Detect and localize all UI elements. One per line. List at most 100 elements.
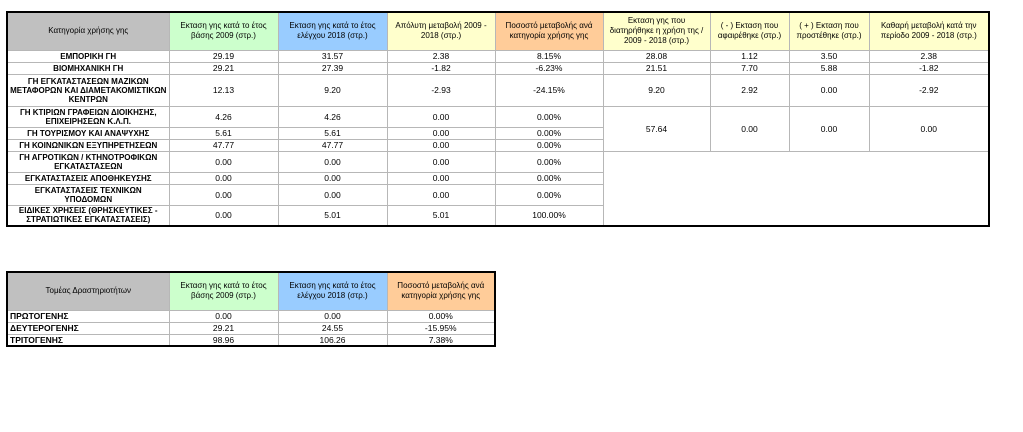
row-category: ΕΓΚΑΤΑΣΤΑΣΕΙΣ ΑΠΟΘΗΚΕΥΣΗΣ	[6, 171, 170, 185]
cell-area-kept: 21.51	[602, 61, 711, 75]
table-row: ΓΗ ΚΤΙΡΙΩΝ ΓΡΑΦΕΙΩΝ ΔΙΟΙΚΗΣΗΣ, ΕΠΙΧΕΙΡΗΣ…	[6, 105, 990, 152]
cell-absolute-change: 0.00	[386, 150, 496, 173]
row-category: ΕΓΚΑΤΑΣΤΑΣΕΙΣ ΤΕΧΝΙΚΩΝ ΥΠΟΔΟΜΩΝ	[6, 183, 170, 206]
cell-absolute-change: 0.00	[386, 171, 496, 185]
cell-area-2018: 0.00	[277, 150, 388, 173]
empty-area	[603, 172, 989, 184]
cell-area-added: 0.00	[788, 73, 870, 107]
cell-area-2018: 0.00	[277, 183, 388, 206]
cell-area-2009: 4.26	[168, 105, 279, 128]
header-area-2009: Εκταση γης κατά το έτος βάσης 2009 (στρ.…	[168, 271, 279, 311]
table-row: ΤΡΙΤΟΓΕΝΗΣ 98.96 106.26 7.38%	[6, 333, 496, 347]
cell-absolute-change: 0.00	[386, 183, 496, 206]
cell-absolute-change: -2.93	[386, 73, 496, 107]
cell-area-removed: 7.70	[709, 61, 790, 75]
cell-percent-change: 0.00%	[494, 183, 604, 206]
cell-area-2018: 47.77	[277, 138, 388, 152]
empty-area	[603, 151, 989, 172]
header-area-kept: Εκταση γης που διατηρήθηκε η χρήση της /…	[602, 11, 711, 51]
empty-area	[603, 205, 989, 226]
row-category: ΓΗ ΑΓΡΟΤΙΚΩΝ / ΚΤΗΝΟΤΡΟΦΙΚΩΝ ΕΓΚΑΤΑΣΤΑΣΕ…	[6, 150, 170, 173]
cell-net-change: 2.38	[868, 49, 990, 63]
row-sector: ΠΡΩΤΟΓΕΝΗΣ	[6, 309, 170, 323]
cell-percent-change: -24.15%	[494, 73, 604, 107]
cell-absolute-change: 0.00	[386, 105, 496, 128]
cell-area-2009: 98.96	[168, 333, 279, 347]
cell-area-2018: 5.61	[277, 126, 388, 140]
header-absolute-change: Απόλυτη μεταβολή 2009 - 2018 (στρ.)	[386, 11, 496, 51]
cell-percent-change: 0.00%	[386, 309, 496, 323]
cell-area-2018: 27.39	[277, 61, 388, 75]
cell-area-2018: 106.26	[277, 333, 388, 347]
table-row: ΕΓΚΑΤΑΣΤΑΣΕΙΣ ΤΕΧΝΙΚΩΝ ΥΠΟΔΟΜΩΝ 0.00 0.0…	[6, 183, 989, 206]
cell-area-kept: 28.08	[602, 49, 711, 63]
cell-area-2009: 5.61	[168, 126, 279, 140]
cell-area-2009: 0.00	[168, 309, 279, 323]
row-category: ΕΙΔΙΚΕΣ ΧΡΗΣΕΙΣ (ΘΡΗΣΚΕΥΤΙΚΕΣ - ΣΤΡΑΤΙΩΤ…	[6, 204, 170, 227]
cell-area-2009: 0.00	[168, 204, 279, 227]
cell-area-2009: 0.00	[168, 150, 279, 173]
sector-table: Τομέας Δραστηριοτήτων Εκταση γης κατά το…	[6, 271, 496, 347]
cell-percent-change: 7.38%	[386, 333, 496, 347]
cell-percent-change: 0.00%	[494, 150, 604, 173]
row-category: ΒΙΟΜΗΧΑΝΙΚΗ ΓΗ	[6, 61, 170, 75]
cell-area-2018: 9.20	[277, 73, 388, 107]
cell-area-kept: 9.20	[602, 73, 711, 107]
cell-area-removed: 1.12	[709, 49, 790, 63]
merged-area-removed: 0.00	[709, 105, 790, 152]
row-category: ΓΗ ΚΟΙΝΩΝΙΚΩΝ ΕΞΥΠΗΡΕΤΗΣΕΩΝ	[6, 138, 170, 152]
cell-area-removed: 2.92	[709, 73, 790, 107]
header-row: Τομέας Δραστηριοτήτων Εκταση γης κατά το…	[6, 271, 496, 311]
cell-area-2009: 29.19	[168, 49, 279, 63]
table-row: ΓΗ ΕΓΚΑΤΑΣΤΑΣΕΩΝ ΜΑΖΙΚΩΝ ΜΕΤΑΦΟΡΩΝ ΚΑΙ Δ…	[6, 73, 990, 107]
header-percent-change: Ποσοστό μεταβολής ανά κατηγορία χρήσης γ…	[494, 11, 604, 51]
cell-percent-change: -15.95%	[386, 321, 496, 335]
table-row: ΠΡΩΤΟΓΕΝΗΣ 0.00 0.00 0.00%	[6, 309, 496, 323]
cell-percent-change: -6.23%	[494, 61, 604, 75]
empty-area	[603, 184, 989, 205]
cell-percent-change: 100.00%	[494, 204, 604, 227]
cell-area-2009: 0.00	[168, 183, 279, 206]
header-row: Κατηγορία χρήσης γης Εκταση γης κατά το …	[6, 11, 990, 51]
land-use-change-table: Κατηγορία χρήσης γης Εκταση γης κατά το …	[6, 11, 990, 227]
cell-area-2018: 24.55	[277, 321, 388, 335]
header-net-change: Καθαρή μεταβολή κατά την περίοδο 2009 - …	[868, 11, 990, 51]
cell-area-2009: 12.13	[168, 73, 279, 107]
cell-area-2018: 5.01	[277, 204, 388, 227]
cell-absolute-change: 2.38	[386, 49, 496, 63]
merged-area-added: 0.00	[788, 105, 870, 152]
cell-percent-change: 0.00%	[494, 126, 604, 140]
row-category: ΓΗ ΤΟΥΡΙΣΜΟΥ ΚΑΙ ΑΝΑΨΥΧΗΣ	[6, 126, 170, 140]
header-area-2009: Εκταση γης κατά το έτος βάσης 2009 (στρ.…	[168, 11, 279, 51]
cell-net-change: -1.82	[868, 61, 990, 75]
row-sector: ΔΕΥΤΕΡΟΓΕΝΗΣ	[6, 321, 170, 335]
table-row: ΓΗ ΑΓΡΟΤΙΚΩΝ / ΚΤΗΝΟΤΡΟΦΙΚΩΝ ΕΓΚΑΤΑΣΤΑΣΕ…	[6, 150, 989, 173]
header-area-removed: ( - ) Εκταση που αφαιρέθηκε (στρ.)	[709, 11, 790, 51]
row-category: ΕΜΠΟΡΙΚΗ ΓΗ	[6, 49, 170, 63]
header-area-2018: Εκταση γης κατά το έτος ελέγχου 2018 (στ…	[277, 271, 388, 311]
table-row: ΕΜΠΟΡΙΚΗ ΓΗ 29.19 31.57 2.38 8.15% 28.08…	[6, 49, 990, 63]
cell-area-added: 3.50	[788, 49, 870, 63]
table-row: ΕΙΔΙΚΕΣ ΧΡΗΣΕΙΣ (ΘΡΗΣΚΕΥΤΙΚΕΣ - ΣΤΡΑΤΙΩΤ…	[6, 204, 989, 227]
cell-area-2009: 29.21	[168, 321, 279, 335]
merged-area-kept: 57.64	[602, 105, 711, 152]
cell-area-2018: 0.00	[277, 171, 388, 185]
cell-area-2009: 47.77	[168, 138, 279, 152]
cell-area-2009: 29.21	[168, 61, 279, 75]
cell-percent-change: 0.00%	[494, 138, 604, 152]
header-sector: Τομέας Δραστηριοτήτων	[6, 271, 170, 311]
row-category: ΓΗ ΚΤΙΡΙΩΝ ΓΡΑΦΕΙΩΝ ΔΙΟΙΚΗΣΗΣ, ΕΠΙΧΕΙΡΗΣ…	[6, 105, 170, 128]
cell-absolute-change: 5.01	[386, 204, 496, 227]
cell-area-2009: 0.00	[168, 171, 279, 185]
cell-area-added: 5.88	[788, 61, 870, 75]
row-sector: ΤΡΙΤΟΓΕΝΗΣ	[6, 333, 170, 347]
table-row: ΓΗ ΤΟΥΡΙΣΜΟΥ ΚΑΙ ΑΝΑΨΥΧΗΣ 5.61 5.61 0.00…	[6, 126, 989, 140]
table-row: ΕΓΚΑΤΑΣΤΑΣΕΙΣ ΑΠΟΘΗΚΕΥΣΗΣ 0.00 0.00 0.00…	[6, 171, 989, 185]
cell-area-2018: 4.26	[277, 105, 388, 128]
cell-area-2018: 0.00	[277, 309, 388, 323]
header-category: Κατηγορία χρήσης γης	[6, 11, 170, 51]
merged-net-change: 0.00	[868, 105, 990, 152]
header-area-2018: Εκταση γης κατά το έτος ελέγχου 2018 (στ…	[277, 11, 388, 51]
header-percent-change: Ποσοστό μεταβολής ανά κατηγορία χρήσης γ…	[386, 271, 496, 311]
cell-net-change: -2.92	[868, 73, 990, 107]
